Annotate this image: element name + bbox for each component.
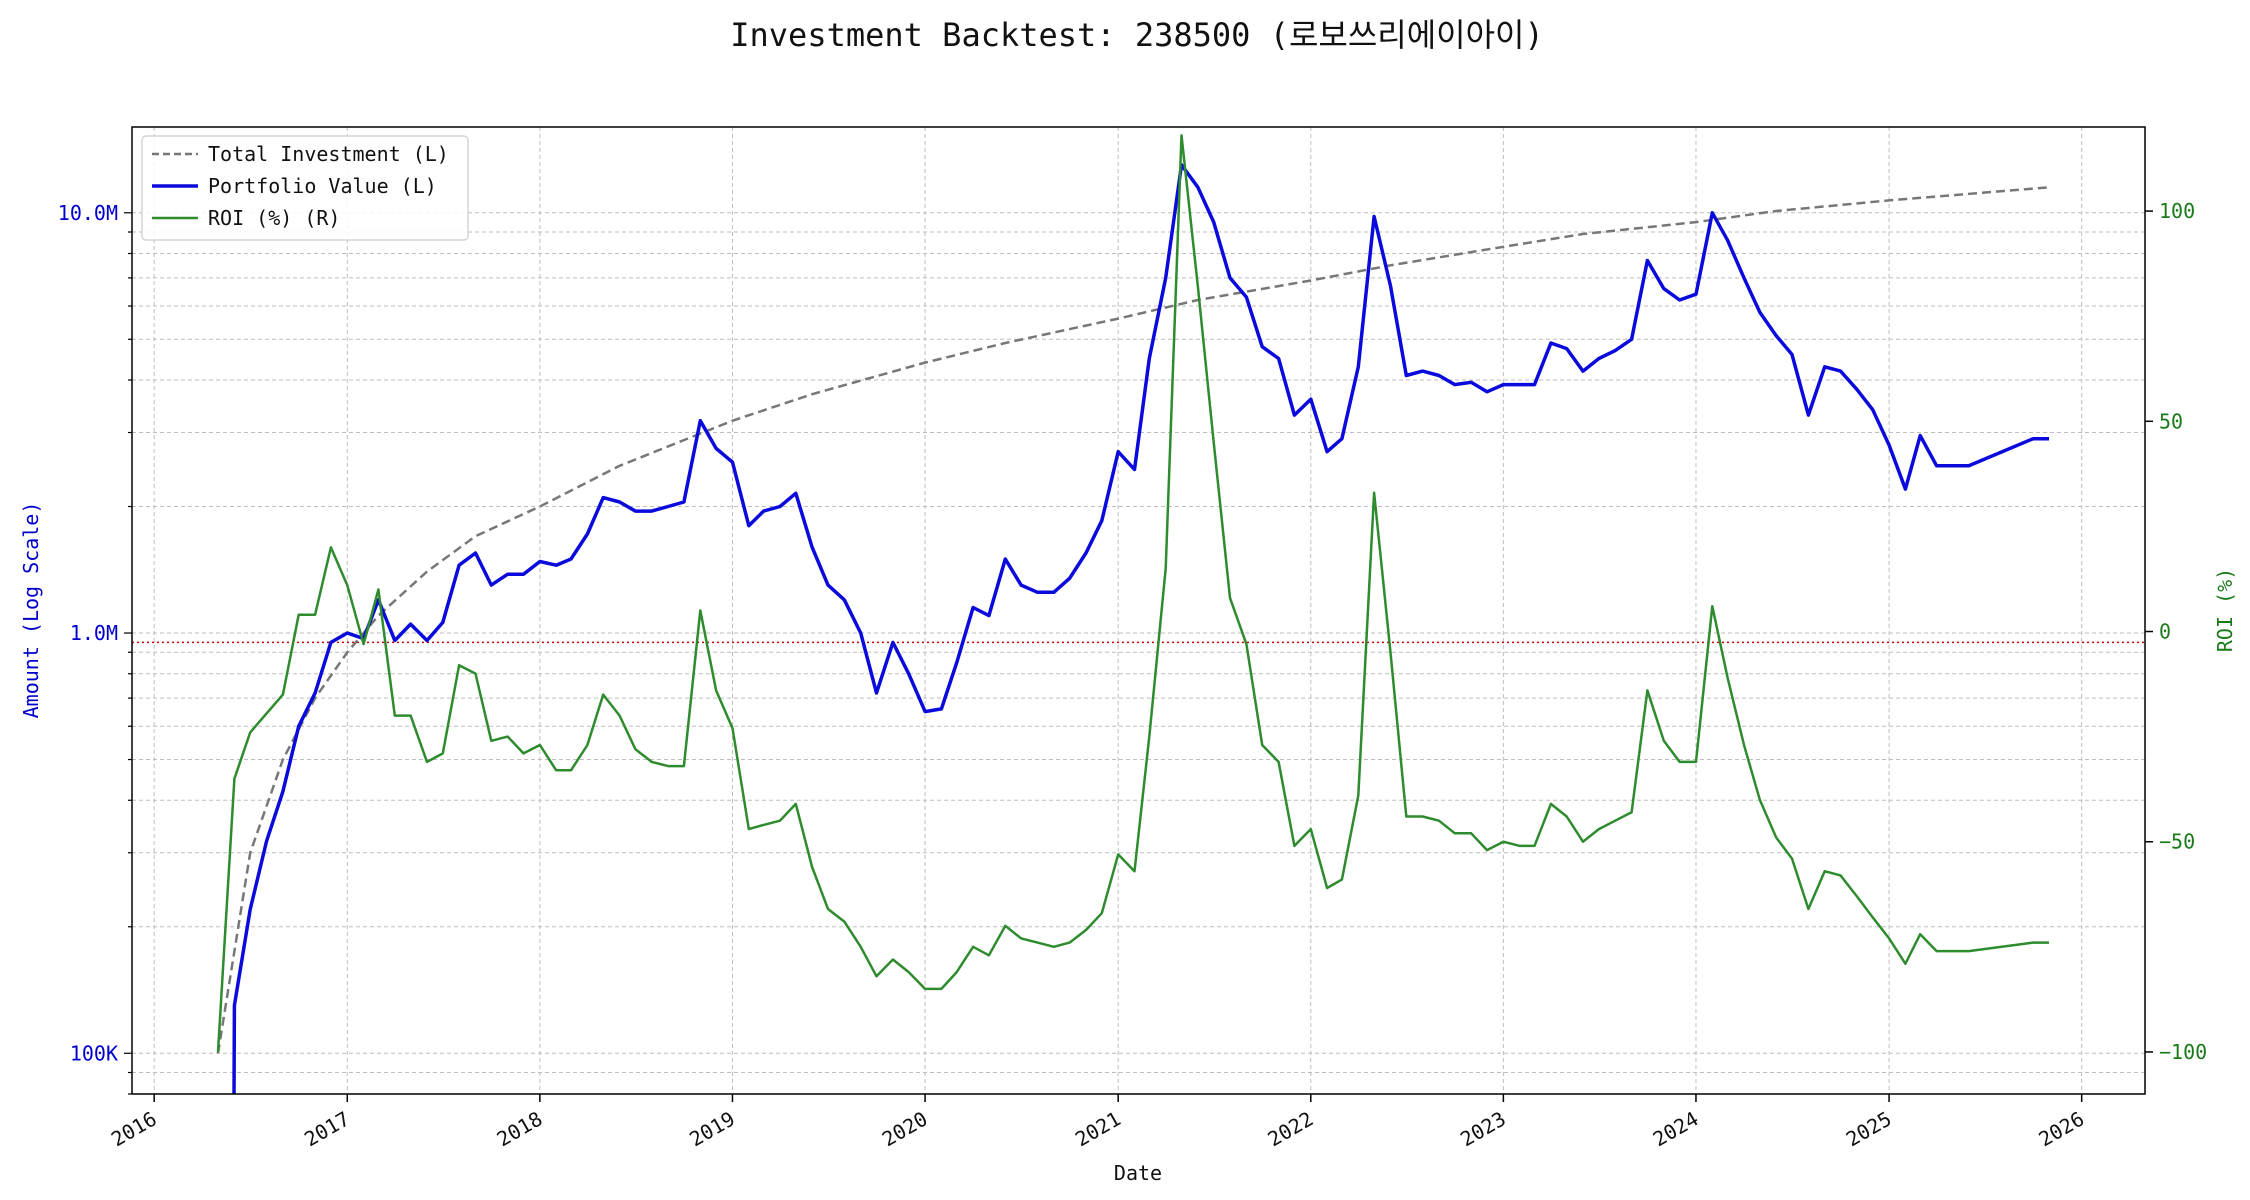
x-axis: 2016 2017 2018 2019 2020 2021 2022 2023 2024 2025… — [107, 1094, 2088, 1151]
y-right-tick-label: 0 — [2159, 620, 2171, 644]
x-tick-label: 2025 — [1842, 1106, 1896, 1151]
legend-label-1: Portfolio Value (L) — [208, 174, 437, 198]
y-right-tick-label: 100 — [2159, 199, 2195, 223]
series-line-1 — [232, 163, 2049, 1094]
legend: Total Investment (L) Portfolio Value (L) R… — [141, 135, 469, 241]
plot-frame — [131, 126, 2146, 1095]
series-line-0 — [216, 186, 2050, 1054]
y-left-tick-label: 10.0M — [58, 201, 118, 225]
y-right-tick-label: −100 — [2159, 1040, 2207, 1064]
y-axis-right: −100 −50 0 50 100 — [2145, 199, 2207, 1064]
x-tick-label: 2016 — [107, 1106, 161, 1151]
grid — [132, 127, 2145, 1095]
x-tick-label: 2026 — [2034, 1106, 2088, 1151]
x-tick-label: 2024 — [1649, 1106, 1703, 1151]
chart-title: Investment Backtest: 238500 (로보쓰리에이아이) — [730, 16, 1544, 54]
x-tick-label: 2019 — [685, 1106, 739, 1151]
y-right-tick-label: 50 — [2159, 409, 2183, 433]
legend-label-0: Total Investment (L) — [208, 142, 449, 166]
y-axis-right-label: ROI (%) — [2213, 568, 2237, 652]
legend-box — [141, 135, 469, 241]
x-axis-label: Date — [1114, 1161, 1162, 1185]
x-tick-label: 2022 — [1264, 1106, 1318, 1151]
y-right-tick-label: −50 — [2159, 830, 2195, 854]
y-left-tick-label: 1.0M — [70, 621, 118, 645]
x-tick-label: 2017 — [300, 1106, 354, 1151]
series-line-2 — [216, 134, 2049, 1053]
legend-label-2: ROI (%) (R) — [208, 206, 340, 230]
x-tick-label: 2023 — [1456, 1106, 1510, 1151]
plot-area — [132, 134, 2145, 1094]
x-tick-label: 2018 — [493, 1106, 547, 1151]
x-tick-label: 2020 — [878, 1106, 932, 1151]
y-left-tick-label: 100K — [70, 1041, 118, 1065]
y-axis-left: 100K 1.0M 10.0M — [58, 201, 132, 1095]
y-axis-left-label: Amount (Log Scale) — [19, 502, 43, 719]
x-tick-label: 2021 — [1071, 1106, 1125, 1151]
